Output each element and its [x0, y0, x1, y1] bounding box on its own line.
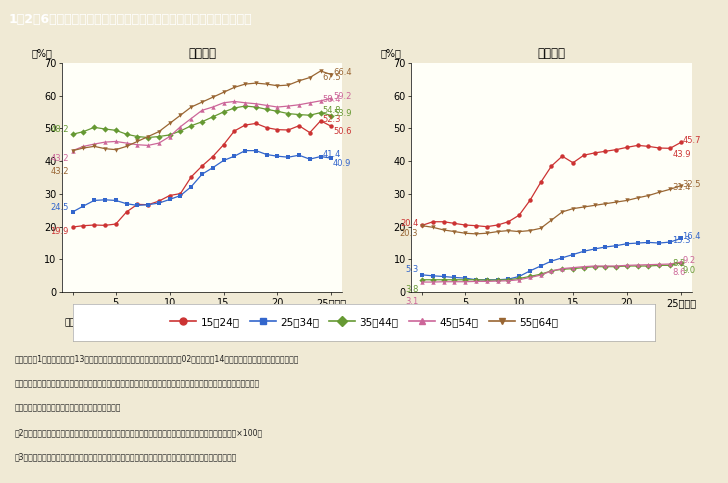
- Text: 5.3: 5.3: [405, 266, 419, 274]
- Text: 3.1: 3.1: [405, 297, 419, 306]
- Text: 53.9: 53.9: [333, 110, 352, 118]
- Text: （%）: （%）: [31, 48, 52, 58]
- Text: 20.3: 20.3: [400, 229, 419, 239]
- Text: 集計）」（年平均）より作成。「労働力調査特別調査」と「労働力調査（詳細集計）」とでは，調査方法，調査月等が: 集計）」（年平均）より作成。「労働力調査特別調査」と「労働力調査（詳細集計）」と…: [15, 379, 260, 388]
- Text: 43.9: 43.9: [672, 150, 691, 159]
- Text: 相違することから，時系列比較には注意を要する。: 相違することから，時系列比較には注意を要する。: [15, 403, 121, 412]
- Text: 43.2: 43.2: [50, 168, 69, 176]
- Text: 平成元: 平成元: [414, 319, 430, 327]
- Text: 、3．平成年のデータは，岩手県，宮城県及び福島県について総務省が補完的に推計した値を用いている。: 、3．平成年のデータは，岩手県，宮城県及び福島県について総務省が補完的に推計した…: [15, 453, 237, 462]
- Text: 3.8: 3.8: [405, 285, 419, 294]
- Text: 54.8: 54.8: [323, 106, 341, 115]
- Text: 16.4: 16.4: [682, 232, 701, 242]
- Text: （%）: （%）: [381, 48, 401, 58]
- Text: 15.3: 15.3: [672, 236, 691, 245]
- Text: 48.2: 48.2: [50, 125, 69, 134]
- Text: 9.0: 9.0: [682, 267, 695, 275]
- Text: 66.4: 66.4: [333, 69, 352, 77]
- Text: 32.5: 32.5: [682, 180, 701, 188]
- Text: 8.2: 8.2: [672, 259, 686, 268]
- Text: 40.9: 40.9: [333, 158, 352, 168]
- Text: 平成元: 平成元: [65, 319, 81, 327]
- Text: 59.2: 59.2: [333, 92, 352, 101]
- Text: 41.4: 41.4: [323, 150, 341, 159]
- Text: 58.4: 58.4: [323, 95, 341, 104]
- Text: 31.4: 31.4: [672, 183, 691, 192]
- Text: 、2．非正規雇用者の割合＝（非正規の職員・従業員）／（正規の職員・従業員＋非正規の職員・従業員）×100。: 、2．非正規雇用者の割合＝（非正規の職員・従業員）／（正規の職員・従業員＋非正規…: [15, 428, 263, 437]
- Text: 20.4: 20.4: [400, 219, 419, 228]
- Text: 8.6: 8.6: [672, 268, 686, 277]
- Title: 《男性》: 《男性》: [537, 47, 566, 60]
- Text: 19.9: 19.9: [50, 227, 69, 236]
- Text: 45.7: 45.7: [682, 136, 701, 145]
- Text: 67.5: 67.5: [323, 73, 341, 82]
- Text: 1－2－6図　男女別・年齢階級別非正規雇用の割合の推移（男女別）: 1－2－6図 男女別・年齢階級別非正規雇用の割合の推移（男女別）: [9, 14, 253, 26]
- Text: 9.2: 9.2: [682, 256, 695, 265]
- Text: 24.5: 24.5: [50, 202, 69, 212]
- Text: 52.3: 52.3: [323, 114, 341, 124]
- Text: 50.6: 50.6: [333, 127, 352, 136]
- Text: 43.2: 43.2: [50, 155, 69, 163]
- Legend: 15～24歳, 25～34歳, 35～44歳, 45～54歳, 55～64歳: 15～24歳, 25～34歳, 35～44歳, 45～54歳, 55～64歳: [167, 314, 561, 331]
- Text: （備考）、1．平成元年から13年までは総務庁「労働力調査特別調査」（各年02月）より，14年以降は総務省「労働力調査（詳細: （備考）、1．平成元年から13年までは総務庁「労働力調査特別調査」（各年02月）…: [15, 355, 299, 363]
- Title: 《女性》: 《女性》: [188, 47, 216, 60]
